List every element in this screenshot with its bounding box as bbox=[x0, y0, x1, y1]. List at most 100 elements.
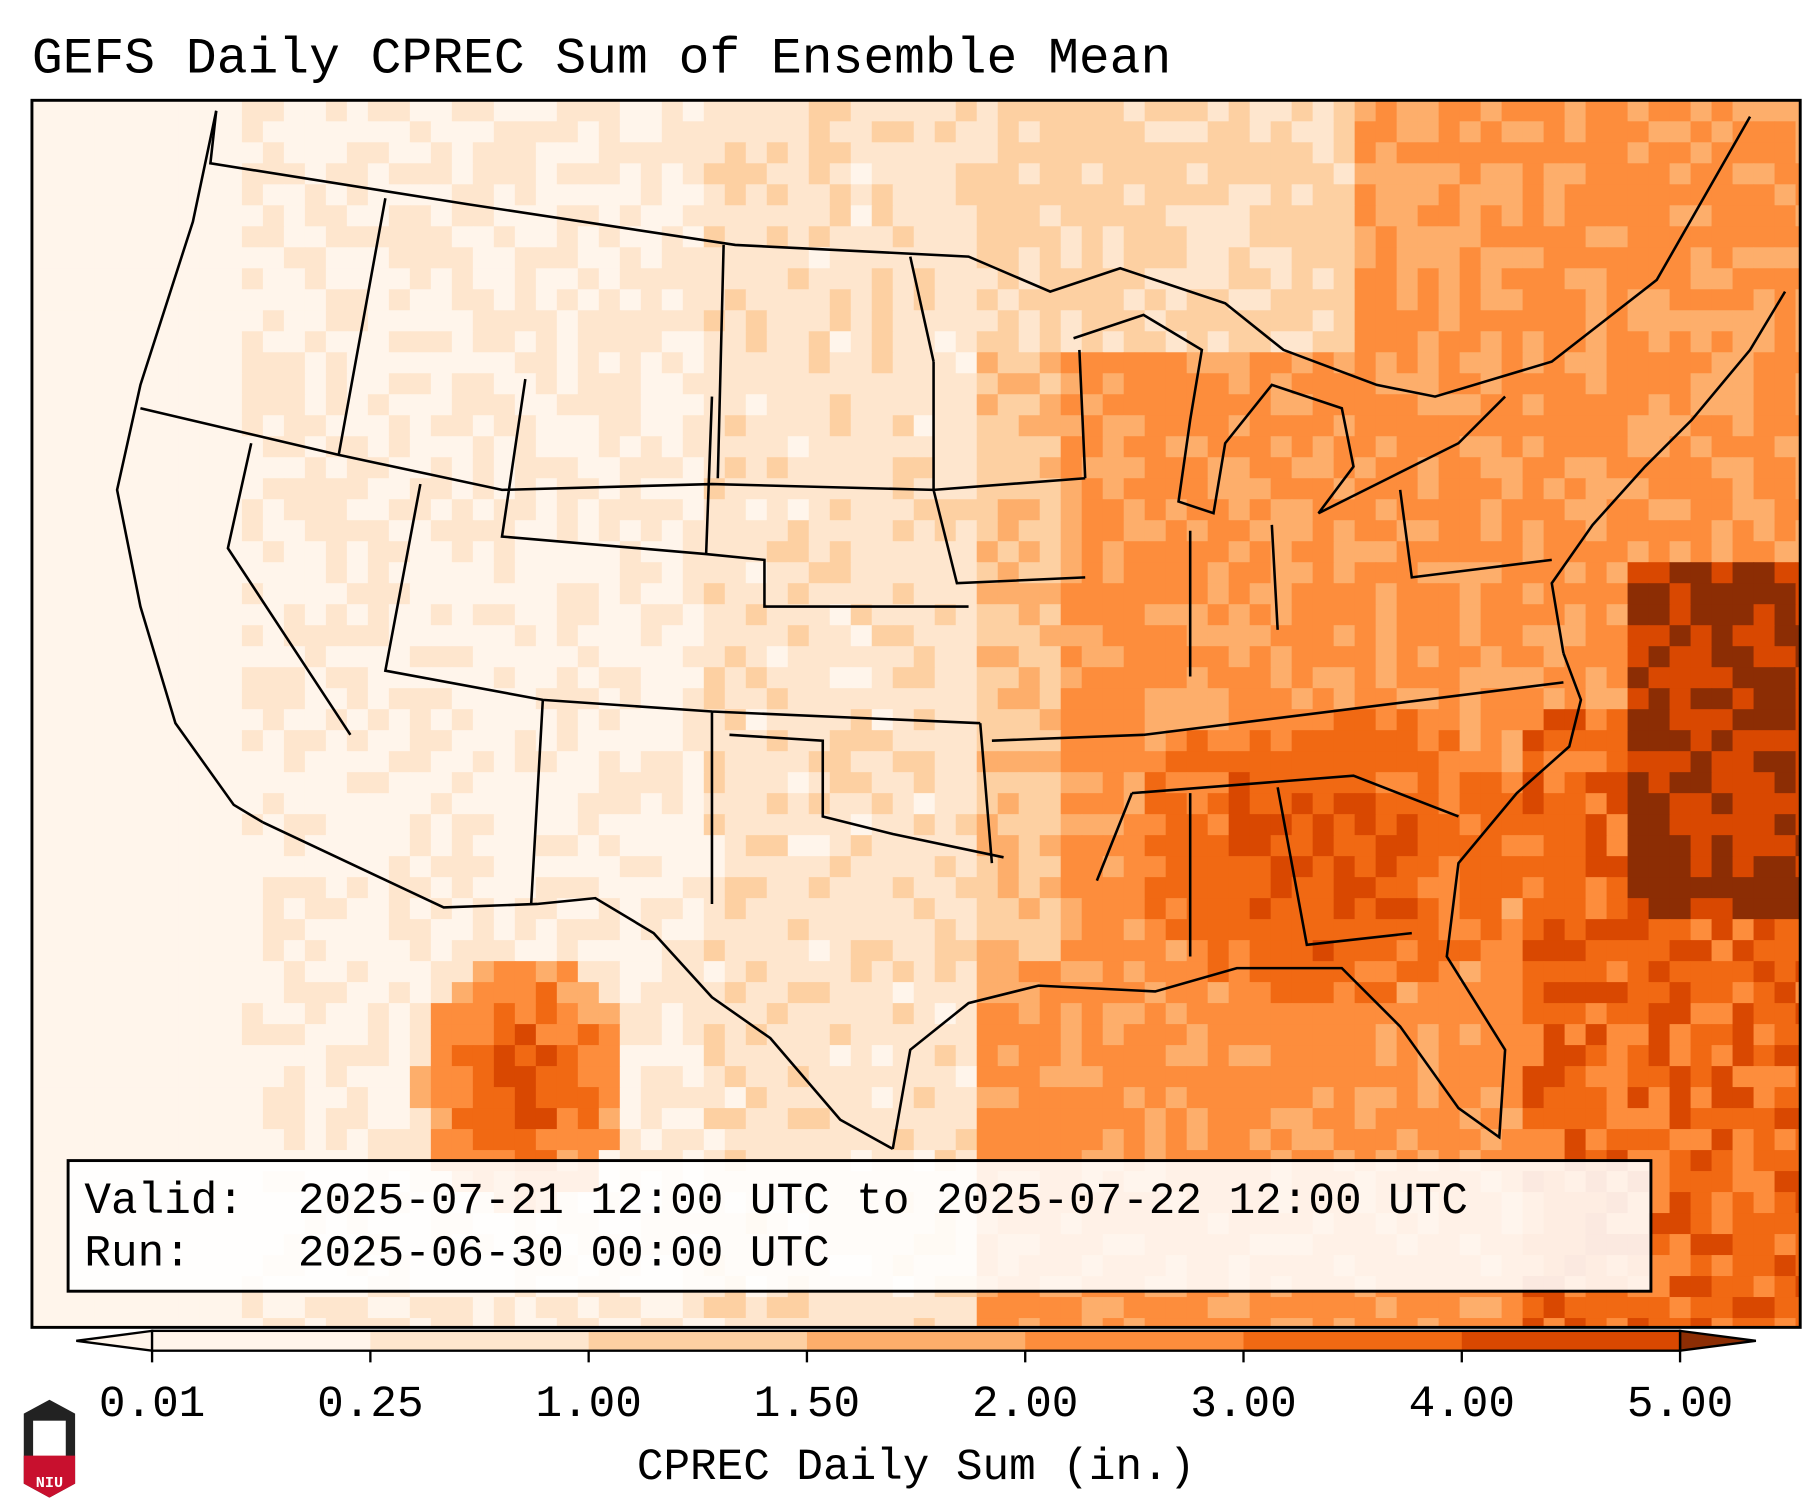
precip-cell bbox=[766, 352, 789, 374]
precip-cell bbox=[52, 268, 75, 290]
precip-cell bbox=[1186, 163, 1209, 185]
precip-cell bbox=[1333, 289, 1356, 311]
precip-cell bbox=[367, 1024, 390, 1046]
precip-cell bbox=[808, 1024, 831, 1046]
precip-cell bbox=[703, 541, 726, 563]
precip-cell bbox=[1123, 961, 1146, 983]
precip-cell bbox=[808, 310, 831, 332]
precip-cell bbox=[178, 394, 201, 416]
precip-cell bbox=[409, 226, 432, 248]
precip-cell bbox=[1459, 310, 1482, 332]
precip-cell bbox=[493, 310, 516, 332]
precip-cell bbox=[367, 289, 390, 311]
precip-cell bbox=[1627, 142, 1650, 164]
precip-cell bbox=[367, 772, 390, 794]
precip-cell bbox=[955, 289, 978, 311]
precip-cell bbox=[1459, 898, 1482, 920]
precip-cell bbox=[283, 541, 306, 563]
precip-cell bbox=[1018, 856, 1041, 878]
precip-cell bbox=[73, 1024, 96, 1046]
precip-cell bbox=[1648, 688, 1671, 710]
precip-cell bbox=[1291, 457, 1314, 479]
precip-cell bbox=[430, 268, 453, 290]
precip-cell bbox=[1354, 1297, 1377, 1319]
precip-cell bbox=[1732, 730, 1755, 752]
precip-cell bbox=[556, 541, 579, 563]
precip-cell bbox=[997, 919, 1020, 941]
precip-cell bbox=[745, 247, 768, 269]
precip-cell bbox=[514, 898, 537, 920]
precip-cell bbox=[955, 982, 978, 1004]
precip-cell bbox=[871, 394, 894, 416]
precip-cell bbox=[1459, 751, 1482, 773]
precip-cell bbox=[1081, 688, 1104, 710]
precip-cell bbox=[1438, 646, 1461, 668]
precip-cell bbox=[94, 1297, 117, 1319]
precip-cell bbox=[661, 373, 684, 395]
precip-cell bbox=[1270, 205, 1293, 227]
precip-cell bbox=[304, 877, 327, 899]
precip-cell bbox=[787, 163, 810, 185]
precip-cell bbox=[640, 751, 663, 773]
precip-cell bbox=[73, 604, 96, 626]
precip-cell bbox=[1270, 478, 1293, 500]
precip-cell bbox=[241, 1066, 264, 1088]
precip-cell bbox=[1753, 898, 1776, 920]
precip-cell bbox=[1585, 184, 1608, 206]
precip-cell bbox=[304, 814, 327, 836]
precip-cell bbox=[1186, 1129, 1209, 1151]
precip-cell bbox=[1459, 373, 1482, 395]
precip-cell bbox=[1585, 772, 1608, 794]
precip-cell bbox=[640, 541, 663, 563]
precip-cell bbox=[367, 478, 390, 500]
precip-cell bbox=[1606, 1003, 1629, 1025]
precip-cell bbox=[157, 625, 180, 647]
precip-cell bbox=[136, 625, 159, 647]
precip-cell bbox=[1375, 1108, 1398, 1130]
precip-cell bbox=[1144, 1087, 1167, 1109]
precip-cell bbox=[619, 436, 642, 458]
precip-cell bbox=[1522, 247, 1545, 269]
precip-cell bbox=[1648, 667, 1671, 689]
precip-cell bbox=[1564, 1108, 1587, 1130]
precip-cell bbox=[262, 835, 285, 857]
precip-cell bbox=[1501, 814, 1524, 836]
precip-cell bbox=[682, 709, 705, 731]
precip-cell bbox=[934, 1045, 957, 1067]
precip-cell bbox=[409, 163, 432, 185]
precip-cell bbox=[871, 625, 894, 647]
precip-cell bbox=[220, 310, 243, 332]
precip-cell bbox=[535, 772, 558, 794]
precip-cell bbox=[850, 541, 873, 563]
precip-cell bbox=[346, 835, 369, 857]
precip-cell bbox=[661, 247, 684, 269]
precip-cell bbox=[1270, 940, 1293, 962]
precip-cell bbox=[199, 604, 222, 626]
precip-cell bbox=[1207, 184, 1230, 206]
precip-cell bbox=[1165, 898, 1188, 920]
precip-cell bbox=[1312, 268, 1335, 290]
precip-cell bbox=[1123, 121, 1146, 143]
precip-cell bbox=[1417, 772, 1440, 794]
precip-cell bbox=[1102, 373, 1125, 395]
precip-cell bbox=[829, 1087, 852, 1109]
precip-cell bbox=[430, 1087, 453, 1109]
precip-cell bbox=[178, 1024, 201, 1046]
precip-cell bbox=[451, 877, 474, 899]
precip-cell bbox=[1375, 394, 1398, 416]
precip-cell bbox=[556, 457, 579, 479]
precip-cell bbox=[1081, 520, 1104, 542]
precip-cell bbox=[598, 835, 621, 857]
precip-cell bbox=[52, 751, 75, 773]
precip-cell bbox=[241, 373, 264, 395]
precip-cell bbox=[1081, 394, 1104, 416]
precip-cell bbox=[1606, 982, 1629, 1004]
precip-cell bbox=[1249, 121, 1272, 143]
precip-cell bbox=[1039, 352, 1062, 374]
precip-cell bbox=[1102, 730, 1125, 752]
precip-cell bbox=[1207, 1318, 1230, 1328]
precip-cell bbox=[976, 184, 999, 206]
precip-cell bbox=[283, 415, 306, 437]
precip-cell bbox=[892, 793, 915, 815]
precip-cell bbox=[745, 436, 768, 458]
